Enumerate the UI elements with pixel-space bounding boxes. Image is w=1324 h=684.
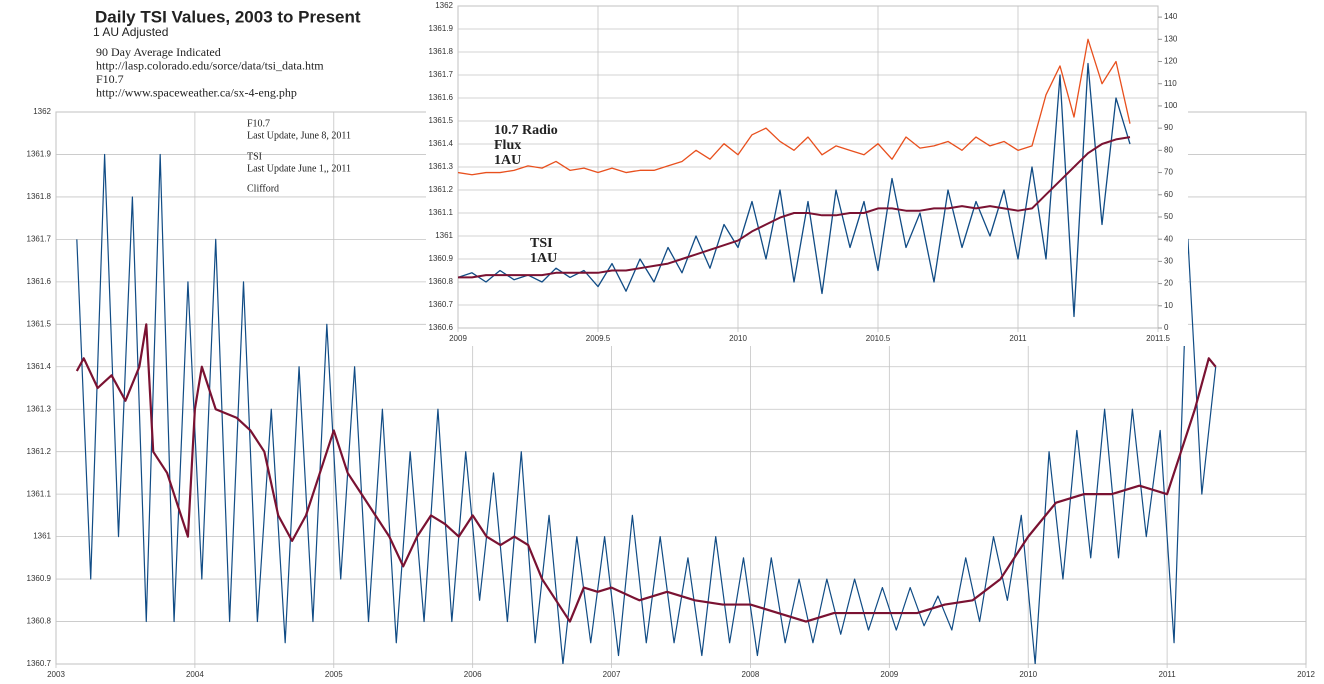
x-tick-label: 2011 bbox=[1009, 334, 1027, 343]
y-tick-label: 1361.4 bbox=[429, 139, 454, 148]
x-tick-label: 2010 bbox=[729, 334, 747, 343]
y-tick-label: 1360.8 bbox=[429, 277, 454, 286]
y-tick-label: 1360.9 bbox=[429, 254, 454, 263]
box-note: Clifford bbox=[247, 183, 279, 194]
y2-tick-label: 120 bbox=[1164, 57, 1178, 66]
y-tick-label: 1361 bbox=[33, 532, 51, 541]
data-line bbox=[458, 62, 1131, 318]
y-tick-label: 1360.9 bbox=[27, 574, 52, 583]
y2-tick-label: 10 bbox=[1164, 301, 1173, 310]
y-tick-label: 1361 bbox=[435, 231, 453, 240]
data-line bbox=[458, 136, 1131, 279]
y2-tick-label: 100 bbox=[1164, 101, 1178, 110]
x-tick-label: 2005 bbox=[325, 670, 343, 679]
note: http://www.spaceweather.ca/sx-4-eng.php bbox=[96, 85, 297, 99]
chart-title: Daily TSI Values, 2003 to Present bbox=[95, 7, 361, 26]
note: F10.7 bbox=[96, 72, 124, 86]
x-tick-label: 2007 bbox=[603, 670, 621, 679]
y-tick-label: 1361.1 bbox=[27, 489, 52, 498]
y2-tick-label: 70 bbox=[1164, 168, 1173, 177]
box-note: TSI bbox=[247, 151, 262, 162]
y-tick-label: 1361.4 bbox=[27, 362, 52, 371]
x-tick-label: 2011.5 bbox=[1146, 334, 1170, 343]
y-tick-label: 1361.3 bbox=[429, 162, 454, 171]
annotation: TSI bbox=[530, 236, 553, 251]
y-tick-label: 1360.6 bbox=[429, 323, 454, 332]
x-tick-label: 2012 bbox=[1297, 670, 1315, 679]
y2-tick-label: 50 bbox=[1164, 212, 1173, 221]
box-note: Last Update, June 8, 2011 bbox=[247, 130, 351, 141]
y2-tick-label: 130 bbox=[1164, 34, 1178, 43]
data-line bbox=[75, 323, 1217, 623]
chart-subtitle: 1 AU Adjusted bbox=[93, 25, 168, 39]
y2-tick-label: 90 bbox=[1164, 123, 1173, 132]
annotation: 1AU bbox=[494, 153, 521, 168]
y-tick-label: 1362 bbox=[33, 107, 51, 116]
x-tick-label: 2010.5 bbox=[866, 334, 891, 343]
annotation: Flux bbox=[494, 138, 521, 153]
y-tick-label: 1360.7 bbox=[429, 300, 454, 309]
y-tick-label: 1362 bbox=[435, 1, 453, 10]
x-tick-label: 2009 bbox=[880, 670, 898, 679]
y2-tick-label: 0 bbox=[1164, 323, 1169, 332]
series-group bbox=[75, 153, 1217, 664]
x-tick-label: 2008 bbox=[742, 670, 760, 679]
y2-tick-label: 20 bbox=[1164, 279, 1173, 288]
x-tick-label: 2004 bbox=[186, 670, 204, 679]
y2-tick-label: 30 bbox=[1164, 256, 1173, 265]
y-tick-label: 1361.5 bbox=[27, 319, 52, 328]
y2-tick-label: 40 bbox=[1164, 234, 1173, 243]
y-tick-label: 1360.7 bbox=[27, 659, 52, 668]
y-tick-label: 1361.6 bbox=[429, 93, 454, 102]
y-tick-label: 1361.6 bbox=[27, 277, 52, 286]
box-note: Last Update June 1,, 2011 bbox=[247, 163, 351, 174]
y2-tick-label: 80 bbox=[1164, 145, 1173, 154]
x-tick-label: 2003 bbox=[47, 670, 65, 679]
y2-tick-label: 110 bbox=[1164, 79, 1177, 88]
data-line bbox=[458, 38, 1131, 176]
x-tick-label: 2011 bbox=[1159, 670, 1177, 679]
inset-chart: 1360.6 1360.7 1360.8 1360.9 1361 1361.1 1361.2… bbox=[429, 1, 1178, 343]
series-group bbox=[458, 38, 1131, 318]
x-tick-label: 2006 bbox=[464, 670, 482, 679]
y-tick-label: 1361.5 bbox=[429, 116, 454, 125]
annotation: 10.7 Radio bbox=[494, 123, 558, 138]
y-tick-label: 1361.8 bbox=[27, 192, 52, 201]
x-tick-label: 2010 bbox=[1019, 670, 1037, 679]
y-tick-label: 1361.9 bbox=[27, 150, 52, 159]
y-tick-label: 1361.9 bbox=[429, 24, 454, 33]
note: http://lasp.colorado.edu/sorce/data/tsi_… bbox=[96, 58, 324, 72]
x-tick-label: 2009 bbox=[449, 334, 467, 343]
y-tick-label: 1361.1 bbox=[429, 208, 454, 217]
y2-tick-label: 140 bbox=[1164, 12, 1178, 21]
box-note: F10.7 bbox=[247, 118, 270, 129]
y-tick-label: 1360.8 bbox=[27, 617, 52, 626]
x-tick-label: 2009.5 bbox=[586, 334, 611, 343]
y-tick-label: 1361.7 bbox=[27, 234, 52, 243]
data-line bbox=[76, 153, 1217, 664]
y-tick-label: 1361.7 bbox=[429, 70, 454, 79]
note: 90 Day Average Indicated bbox=[96, 45, 221, 59]
inset-background bbox=[426, 0, 1188, 346]
annotation: 1AU bbox=[530, 251, 557, 266]
y2-tick-label: 60 bbox=[1164, 190, 1173, 199]
y-tick-label: 1361.2 bbox=[429, 185, 454, 194]
y-tick-label: 1361.8 bbox=[429, 47, 454, 56]
y-tick-label: 1361.3 bbox=[27, 404, 52, 413]
y-tick-label: 1361.2 bbox=[27, 447, 52, 456]
